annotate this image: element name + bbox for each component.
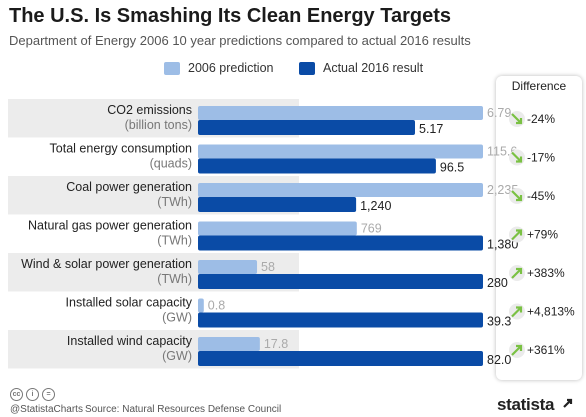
category-unit: (billion tons) [125,118,192,132]
bar-prediction [198,106,483,120]
category-unit: (TWh) [157,272,192,286]
difference-value: +383% [527,266,565,280]
difference-value: -17% [527,151,555,165]
legend-swatch-prediction [164,61,180,75]
bar-prediction [198,298,204,313]
difference-value: +79% [527,228,558,242]
value-label-prediction: 0.8 [208,299,225,313]
bar-prediction [198,337,260,351]
arrow-up-icon [511,306,523,318]
category-unit: (quads) [150,157,192,171]
bar-actual [198,158,436,174]
category-unit: (GW) [162,349,192,363]
category-label: Coal power generation [66,180,192,194]
legend-label-prediction: 2006 prediction [188,61,274,75]
chart-title: The U.S. Is Smashing Its Clean Energy Ta… [9,5,451,27]
value-label-actual: 39.3 [487,315,511,329]
difference-column [496,76,582,380]
bar-prediction [198,260,258,274]
difference-value: -24% [527,112,555,126]
no-derivatives-icon: = [42,388,55,401]
license-icons: cc i = [10,388,58,401]
legend-swatch-actual [299,61,315,75]
value-label-actual: 280 [487,276,508,290]
value-label-prediction: 17.8 [264,337,288,351]
arrow-up-icon [511,229,523,241]
difference-value: -45% [527,189,555,203]
footer: cc i = @StatistaCharts Source: Natural R… [0,382,586,417]
arrow-down-icon [511,151,523,163]
source-note: Source: Natural Resources Defense Counci… [85,404,282,415]
legend-label-actual: Actual 2016 result [323,61,424,75]
statista-logo-icon [563,398,573,408]
difference-header: Difference [511,79,567,93]
value-label-actual: 82.0 [487,353,511,367]
value-label-actual: 1,240 [360,199,391,213]
bar-prediction [198,144,483,159]
category-unit: (TWh) [157,234,192,248]
bar-actual [198,120,416,135]
bar-actual [198,274,483,289]
arrow-down-icon [511,113,523,125]
value-label-actual: 5.17 [419,122,443,136]
cc-icon: cc [10,388,23,401]
bar-actual [198,312,483,328]
bar-actual [198,235,483,251]
legend-item-prediction: 2006 prediction [164,61,273,75]
category-label: Total energy consumption [50,142,192,156]
difference-value: +4,813% [527,305,575,319]
statista-logo: statista [497,395,555,414]
value-label-prediction: 58 [261,260,275,274]
bar-actual [198,351,483,366]
category-unit: (GW) [162,311,192,325]
bar-actual [198,197,357,212]
category-label: CO2 emissions [107,103,192,117]
chart-subtitle: Department of Energy 2006 10 year predic… [9,33,471,48]
twitter-handle[interactable]: @StatistaCharts [10,404,83,415]
value-label-actual: 1,380 [487,238,518,252]
arrow-up-icon [511,267,523,279]
value-label-actual: 96.5 [440,161,464,175]
category-label: Wind & solar power generation [21,257,192,271]
value-label-prediction: 6.79 [487,106,511,120]
attribution-icon: i [26,388,39,401]
category-label: Natural gas power generation [28,219,192,233]
bar-prediction [198,183,483,197]
category-unit: (TWh) [157,195,192,209]
arrow-down-icon [511,190,523,202]
value-label-prediction: 769 [361,222,382,236]
legend-item-actual: Actual 2016 result [299,61,423,75]
category-label: Installed solar capacity [66,296,193,310]
arrow-up-icon [511,344,523,356]
category-label: Installed wind capacity [67,334,193,348]
difference-value: +361% [527,343,565,357]
bar-prediction [198,221,357,236]
